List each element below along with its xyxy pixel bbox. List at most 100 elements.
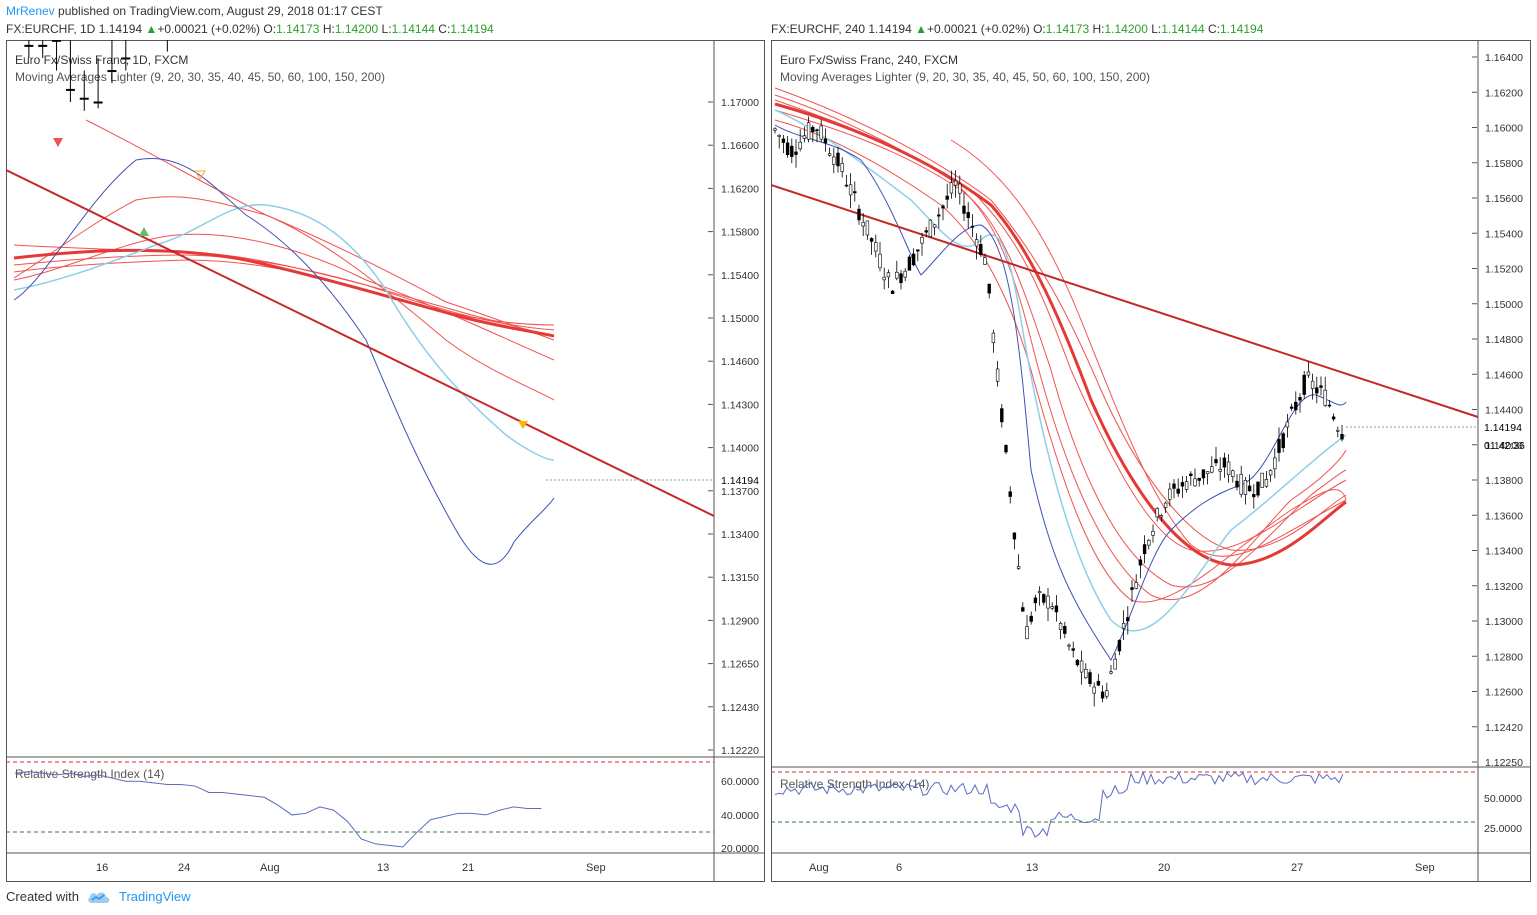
up-arrow-icon: ▲: [915, 22, 927, 36]
candle: [1142, 544, 1147, 555]
candle: [928, 219, 933, 237]
candle: [815, 129, 819, 131]
y-tick-label: 1.12650: [721, 659, 759, 671]
candle: [983, 257, 987, 265]
y-tick-label: 1.13150: [721, 572, 759, 584]
candle: [93, 101, 103, 104]
candle: [958, 183, 962, 194]
close-label: C:: [1207, 22, 1220, 36]
candle: [987, 283, 991, 294]
candle: [24, 44, 34, 47]
candle: [1037, 591, 1042, 594]
candle: [806, 122, 811, 140]
chart-title: Euro Fx/Swiss Franc, 240, FXCM: [780, 53, 958, 67]
price-axis[interactable]: 1.16400 1.16200 1.16000 1.15800 1.15600 1.154…: [1472, 52, 1523, 769]
candle: [1243, 479, 1248, 496]
y-tick-label: 1.14000: [721, 443, 759, 455]
candle: [962, 205, 966, 214]
candle: [785, 142, 790, 156]
y-tick-label: 1.16400: [1485, 52, 1523, 64]
candle: [1126, 617, 1130, 622]
price-axis[interactable]: 1.17000 1.16600 1.16200 1.15800 1.15400 1.150…: [708, 97, 759, 757]
candle: [974, 239, 979, 247]
y-tick-label: 1.16200: [721, 183, 759, 195]
high-value: 1.14200: [1104, 22, 1148, 36]
x-tick: Aug: [809, 862, 829, 874]
low-label: L:: [1151, 22, 1162, 36]
y-tick-label: 1.13200: [1485, 581, 1523, 593]
y-tick-label: 1.15000: [721, 313, 759, 325]
tradingview-link[interactable]: TradingView: [118, 889, 191, 904]
y-tick-label: 1.12250: [1485, 757, 1523, 769]
candle: [979, 244, 983, 255]
time-axis[interactable]: Aug 6 13 20 27 Sep: [809, 862, 1435, 874]
moving-averages: [774, 87, 1347, 661]
candle: [1138, 559, 1143, 566]
y-tick-label: 1.15400: [721, 270, 759, 282]
candle: [1092, 686, 1096, 694]
candle: [1315, 387, 1319, 394]
x-tick: 27: [1291, 862, 1303, 874]
candle: [1163, 502, 1168, 508]
candle: [1012, 532, 1017, 540]
footer: Created with TradingView: [6, 889, 191, 904]
author-link[interactable]: MrRenev: [6, 4, 55, 18]
candle: [1184, 481, 1189, 490]
candle: [1193, 478, 1197, 487]
candle: [811, 126, 815, 132]
x-tick: 21: [462, 862, 474, 874]
open-label: O:: [1033, 22, 1046, 36]
candle: [1130, 587, 1134, 590]
candle: [1058, 623, 1063, 630]
y-tick-label: 1.14600: [721, 356, 759, 368]
low-value: 1.14144: [1161, 22, 1205, 36]
candles: [773, 116, 1344, 707]
y-tick-label: 1.14800: [1485, 334, 1523, 346]
candle: [1109, 671, 1113, 674]
candle: [827, 153, 832, 156]
y-tick-label: 1.17000: [721, 97, 759, 109]
candle: [1214, 459, 1218, 464]
candle: [1029, 615, 1033, 622]
candle: [798, 141, 802, 150]
candle: [853, 191, 857, 194]
candle: [1289, 406, 1294, 409]
candle: [966, 212, 970, 219]
sell-signal-outline-icon: [194, 170, 206, 180]
candle: [823, 138, 828, 144]
h4-chart[interactable]: Euro Fx/Swiss Franc, 240, FXCM Moving Av…: [771, 40, 1531, 882]
rsi-tick: 40.0000: [721, 810, 759, 822]
close-label: C:: [438, 22, 451, 36]
candle: [949, 182, 954, 194]
candle: [1201, 469, 1206, 479]
x-tick: Sep: [586, 862, 606, 874]
candle: [1323, 389, 1327, 406]
candle: [65, 88, 75, 91]
rsi-title: Relative Strength Index (14): [780, 777, 929, 791]
candle: [1084, 669, 1088, 679]
rsi-tick: 50.0000: [1484, 793, 1522, 805]
last-price-label: 1.14194: [721, 475, 759, 487]
created-with: Created with: [6, 889, 79, 904]
candle: [1033, 597, 1038, 604]
last-price: 1.14194: [868, 22, 912, 36]
change: +0.00021 (+0.02%): [927, 22, 1030, 36]
x-tick: 13: [377, 862, 389, 874]
candle: [924, 230, 928, 233]
candle: [1189, 473, 1193, 477]
candle: [1075, 659, 1080, 666]
y-tick-label: 1.13600: [1485, 510, 1523, 522]
daily-chart[interactable]: Euro Fx/Swiss Franc, 1D, FXCM Moving Ave…: [6, 40, 765, 882]
bar-countdown: 01:42:36: [1484, 440, 1525, 452]
candle: [907, 256, 912, 271]
time-axis[interactable]: 16 24 Aug 13 21 Sep: [96, 862, 606, 874]
close-value: 1.14194: [1219, 22, 1264, 36]
candles: [24, 40, 168, 111]
open-label: O:: [263, 22, 277, 36]
candle: [1159, 515, 1164, 518]
high-label: H:: [1092, 22, 1105, 36]
candle: [840, 163, 844, 172]
candle: [1310, 380, 1315, 389]
candle: [1117, 640, 1122, 652]
candle: [991, 332, 996, 344]
